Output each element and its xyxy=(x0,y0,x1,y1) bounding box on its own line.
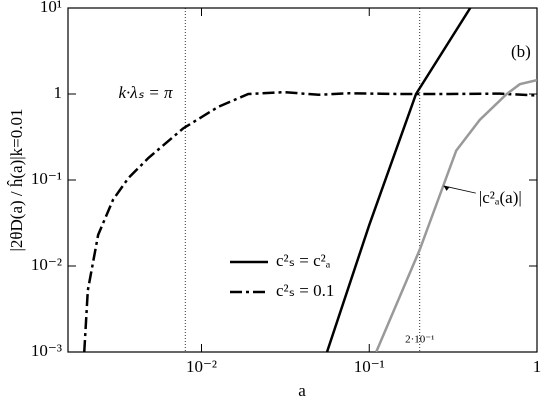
x-tick-label: 10⁻² xyxy=(186,357,217,376)
legend-label: c²ₛ = 0.1 xyxy=(276,281,334,300)
x-axis-label: a xyxy=(298,381,306,400)
annotation: (b) xyxy=(511,42,531,61)
y-tick-label: 10⁻² xyxy=(31,255,62,274)
legend-label: c²ₛ = c²ₐ xyxy=(276,251,331,270)
y-tick-label: 10⁻³ xyxy=(31,341,62,360)
annotation: |c²ₐ(a)| xyxy=(479,188,522,207)
series-line xyxy=(83,90,537,352)
y-axis-label: |2θD(a) / ĥ(a)|k=0.01 xyxy=(7,108,26,251)
series-line xyxy=(375,78,537,352)
y-tick-label: 10¹ xyxy=(40,0,62,16)
y-tick-label: 1 xyxy=(54,83,63,102)
annotation-arrowhead xyxy=(443,185,450,191)
x-tick-label: 10⁻¹ xyxy=(354,357,385,376)
series-line xyxy=(325,8,472,352)
plot-frame xyxy=(67,7,538,353)
x-tick-label: 1 xyxy=(533,357,541,376)
y-tick-label: 10⁻¹ xyxy=(31,169,62,188)
x-tick-label: 2·10⁻¹ xyxy=(405,334,434,346)
annotation: k·λₛ = π xyxy=(118,83,172,102)
